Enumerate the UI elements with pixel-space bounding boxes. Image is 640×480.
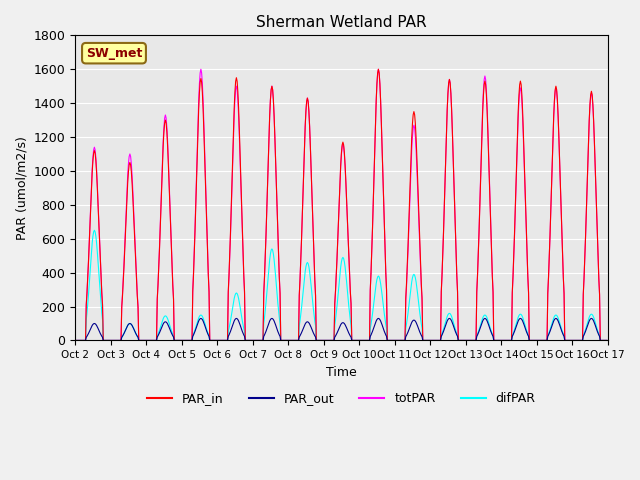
Line: difPAR: difPAR <box>75 230 607 340</box>
totPAR <box>71 337 79 343</box>
X-axis label: Time: Time <box>326 366 356 379</box>
PAR_out <box>218 337 226 343</box>
difPAR <box>406 291 414 297</box>
Line: totPAR: totPAR <box>75 69 607 340</box>
totPAR <box>81 337 88 343</box>
PAR_in <box>374 66 382 72</box>
difPAR <box>71 337 79 343</box>
difPAR <box>190 329 198 335</box>
difPAR <box>136 337 144 343</box>
Title: Sherman Wetland PAR: Sherman Wetland PAR <box>256 15 427 30</box>
PAR_out <box>71 337 79 343</box>
PAR_in <box>189 272 197 278</box>
PAR_out <box>189 332 197 338</box>
PAR_out <box>422 337 429 343</box>
totPAR <box>197 66 205 72</box>
totPAR <box>189 270 197 276</box>
PAR_out <box>406 323 414 329</box>
PAR_in <box>136 337 143 343</box>
Line: PAR_out: PAR_out <box>75 318 607 340</box>
totPAR <box>406 185 414 191</box>
PAR_in <box>406 176 414 181</box>
PAR_in <box>603 337 611 343</box>
Y-axis label: PAR (umol/m2/s): PAR (umol/m2/s) <box>15 136 28 240</box>
Line: PAR_in: PAR_in <box>75 69 607 340</box>
PAR_out <box>136 337 143 343</box>
difPAR <box>603 337 611 343</box>
PAR_in <box>71 337 79 343</box>
PAR_out <box>197 315 205 321</box>
totPAR <box>603 337 611 343</box>
PAR_out <box>81 337 88 343</box>
Legend: PAR_in, PAR_out, totPAR, difPAR: PAR_in, PAR_out, totPAR, difPAR <box>142 387 541 410</box>
difPAR <box>90 228 98 233</box>
PAR_in <box>81 337 88 343</box>
totPAR <box>136 337 143 343</box>
difPAR <box>81 337 88 343</box>
totPAR <box>422 337 429 343</box>
totPAR <box>218 337 226 343</box>
PAR_in <box>218 337 225 343</box>
PAR_out <box>603 337 611 343</box>
difPAR <box>422 337 429 343</box>
difPAR <box>218 337 226 343</box>
Text: SW_met: SW_met <box>86 47 142 60</box>
PAR_in <box>422 337 429 343</box>
